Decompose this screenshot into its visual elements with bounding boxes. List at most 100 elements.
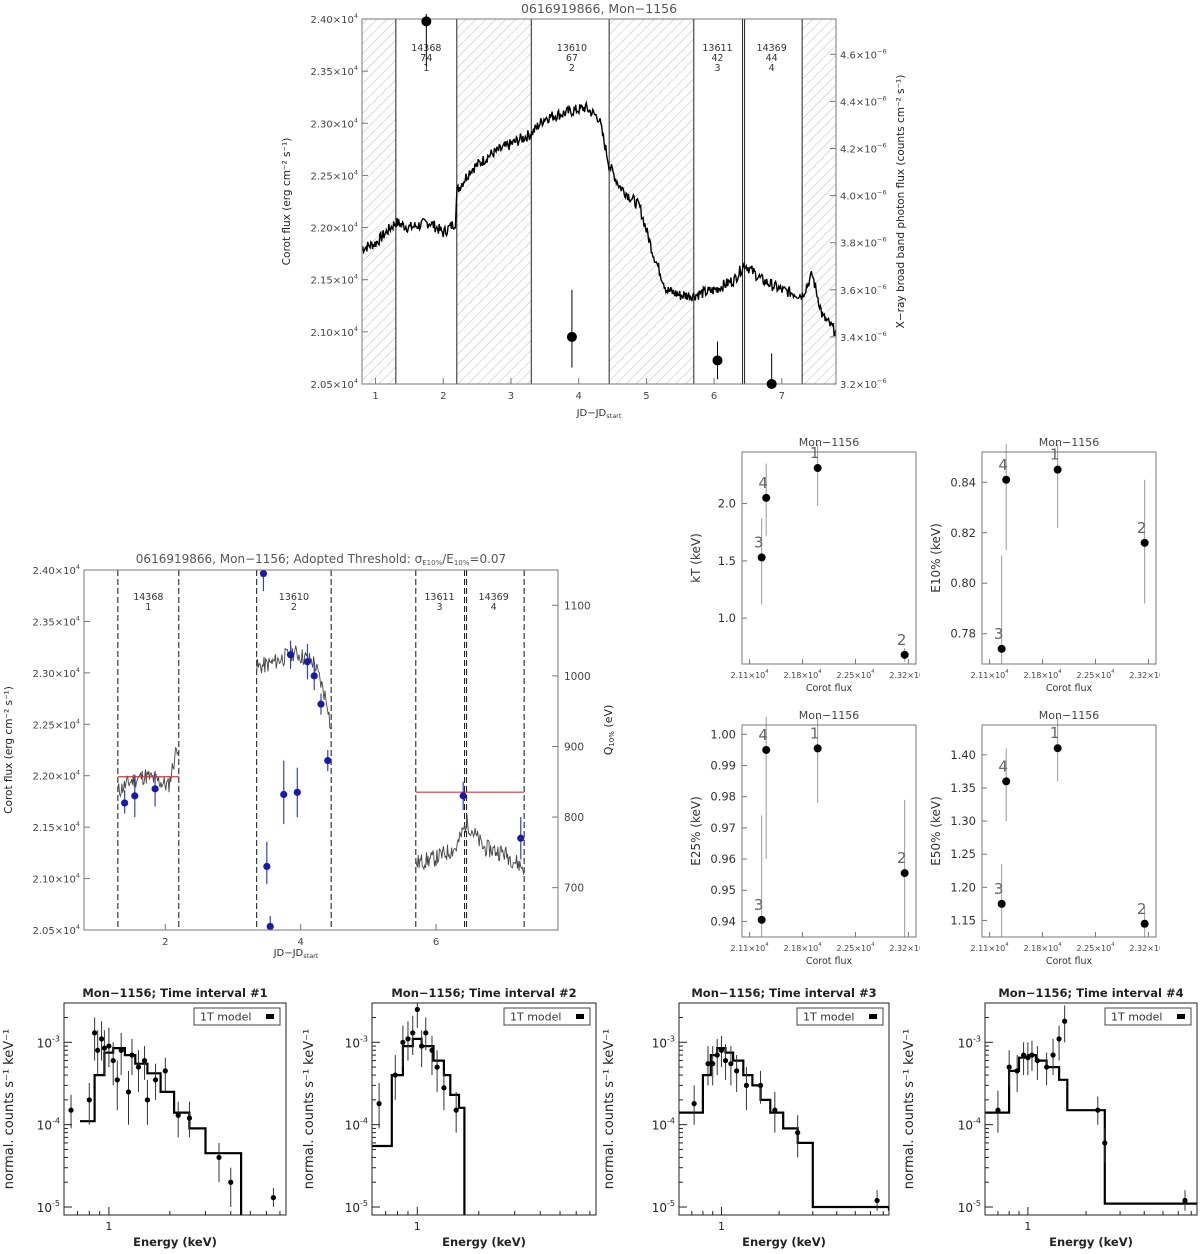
y-tick-label: 10-5 bbox=[958, 1199, 981, 1215]
data-point bbox=[722, 1057, 729, 1064]
data-point bbox=[270, 1195, 277, 1201]
y-right-tick-label: 700 bbox=[564, 883, 584, 895]
interval-label: 67 bbox=[566, 53, 578, 64]
data-point bbox=[714, 1052, 720, 1058]
data-point bbox=[1006, 1064, 1012, 1070]
xray-point bbox=[766, 379, 777, 389]
data-point bbox=[419, 1043, 425, 1049]
interval-label: 4 bbox=[769, 63, 775, 74]
data-point bbox=[705, 1061, 711, 1067]
q10-point bbox=[131, 792, 139, 800]
y-right-tick-label: 800 bbox=[564, 812, 584, 824]
hatched-region bbox=[802, 19, 836, 384]
x-tick-label: 2.11×104 bbox=[731, 942, 770, 953]
model-step-line bbox=[80, 1047, 243, 1215]
data-point bbox=[1095, 1107, 1101, 1113]
y-tick-label: 1.15 bbox=[950, 913, 976, 927]
y-tick-label: 1.25 bbox=[950, 847, 976, 861]
legend-box bbox=[796, 1007, 884, 1026]
point-number-label: 4 bbox=[758, 474, 768, 492]
x-tick-label: 2 bbox=[162, 937, 168, 948]
y-tick-label: 2.25×104 bbox=[32, 717, 80, 731]
data-point bbox=[1014, 1068, 1020, 1074]
y-right-tick-label: 4.4×10−6 bbox=[840, 94, 887, 108]
y-axis-label: Corot flux (erg cm⁻² s⁻¹) bbox=[281, 138, 293, 266]
y-tick-label: 10-5 bbox=[37, 1199, 60, 1215]
data-point bbox=[86, 1097, 92, 1103]
x-axis-label: Corot flux bbox=[1046, 956, 1093, 967]
legend-swatch bbox=[869, 1014, 877, 1019]
data-point bbox=[795, 1130, 801, 1136]
data-point bbox=[429, 1047, 435, 1053]
data-point bbox=[710, 1061, 716, 1067]
chart-title: Mon−1156; Time interval #2 bbox=[391, 986, 576, 1000]
plot-frame bbox=[981, 451, 1157, 665]
data-point bbox=[186, 1115, 193, 1121]
q10-point bbox=[263, 862, 271, 871]
data-point bbox=[135, 1064, 142, 1070]
y-tick-label: 0.78 bbox=[950, 627, 976, 641]
e10-vs-corot-chart: 3 4 1 2 2.11×104 2.18×104 2.25×104 2.32×104 0.78… bbox=[929, 436, 1160, 694]
y-tick-label: 10-4 bbox=[652, 1117, 675, 1133]
x-tick-label: 2 bbox=[440, 391, 446, 402]
y-tick-label: 10-4 bbox=[345, 1117, 368, 1133]
y-axis-label: E50% (keV) bbox=[929, 796, 943, 866]
x-tick-label: 5 bbox=[643, 391, 649, 402]
plot-area bbox=[1001, 717, 1146, 937]
y-tick-label: 1.0 bbox=[718, 611, 736, 625]
data-point bbox=[772, 1107, 778, 1113]
interval-label: 14368 bbox=[133, 592, 163, 603]
model-step-line bbox=[372, 1037, 466, 1215]
x-tick-label: 1 bbox=[105, 1220, 112, 1233]
q10-point bbox=[280, 790, 288, 799]
y-right-tick-label: 3.8×10−6 bbox=[840, 236, 887, 250]
spectrum-interval-4-chart: 10-5 10-4 10-3 1 1T model Mon−1156; Time inte… bbox=[902, 986, 1198, 1249]
interval-label: 42 bbox=[711, 53, 723, 64]
y-right-tick-label: 1000 bbox=[564, 671, 591, 683]
e50-vs-corot-chart: 3 4 1 2 2.11×104 2.18×104 2.25×104 2.32×104 1.15… bbox=[929, 709, 1160, 967]
xray-point bbox=[712, 355, 723, 366]
y-axis-label: normal. counts s⁻¹ keV⁻¹ bbox=[602, 1029, 617, 1189]
plot-frame bbox=[741, 451, 917, 665]
legend-box bbox=[193, 1007, 281, 1026]
legend-swatch bbox=[266, 1014, 274, 1019]
plot-frame bbox=[361, 18, 837, 385]
interval-label: 13610 bbox=[279, 592, 309, 603]
hatched-region bbox=[456, 19, 532, 384]
y-tick-label: 0.98 bbox=[710, 790, 736, 804]
interval-label: 14369 bbox=[757, 43, 787, 54]
y-axis-label: normal. counts s⁻¹ keV⁻¹ bbox=[2, 1029, 17, 1189]
data-point bbox=[1182, 1197, 1188, 1204]
q10-point bbox=[303, 658, 312, 666]
plot-frame bbox=[741, 724, 917, 938]
data-point bbox=[114, 1077, 120, 1083]
y-tick-label: 10-3 bbox=[345, 1034, 368, 1050]
interval-label: 13611 bbox=[702, 43, 732, 54]
plot-area bbox=[761, 717, 906, 937]
y-tick-label: 2.30×104 bbox=[310, 116, 358, 130]
data-point bbox=[144, 1097, 151, 1103]
y-tick-label: 1.35 bbox=[950, 781, 976, 795]
interval-label: 4 bbox=[491, 602, 497, 613]
y-tick-label: 1.00 bbox=[710, 727, 736, 741]
data-point bbox=[68, 1107, 74, 1113]
y-tick-label: 10-4 bbox=[958, 1117, 981, 1133]
data-point bbox=[743, 1082, 750, 1088]
chart-title: 0616919866, Mon−1156; Adopted Threshold:… bbox=[136, 552, 506, 567]
data-point bbox=[216, 1154, 222, 1161]
legend-box bbox=[503, 1007, 591, 1026]
data-point bbox=[162, 1068, 168, 1074]
plot-area bbox=[679, 1035, 889, 1211]
x-tick-label: 2.32×104 bbox=[1129, 669, 1160, 680]
data-point bbox=[118, 1047, 124, 1053]
y-tick-label: 2.35×104 bbox=[32, 614, 80, 628]
kT-vs-corot-chart: 3 4 1 2 2.11×104 2.18×104 2.25×104 2.32×104 1.0 1… bbox=[689, 436, 920, 694]
corot-flux-segment bbox=[256, 645, 332, 730]
hatched-region bbox=[362, 19, 396, 384]
y-tick-label: 0.94 bbox=[710, 914, 736, 928]
data-point bbox=[691, 1101, 697, 1107]
interval-label: 44 bbox=[766, 53, 778, 64]
chart-title: Mon−1156 bbox=[1039, 709, 1099, 722]
y-tick-label: 2.20×104 bbox=[32, 769, 80, 783]
